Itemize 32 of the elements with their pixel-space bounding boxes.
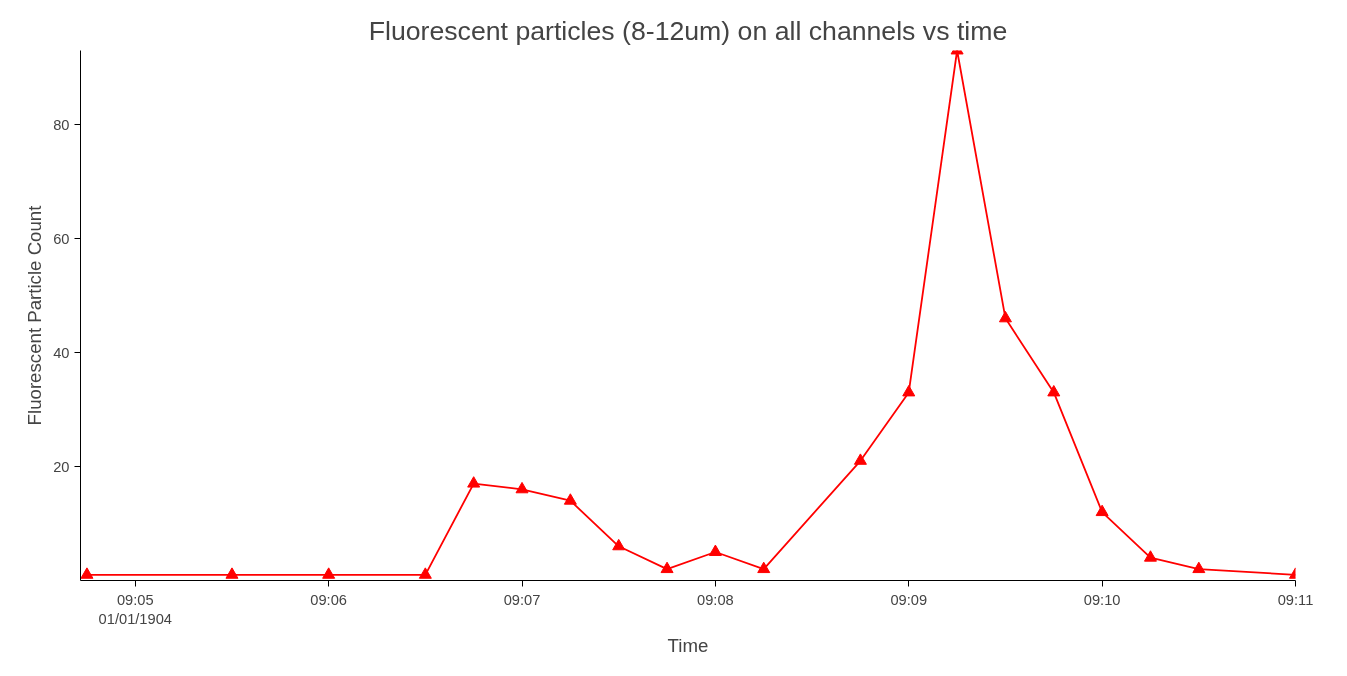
point <box>902 385 916 397</box>
x-tick-label: 09:08 <box>697 591 734 608</box>
point <box>1143 550 1157 562</box>
point <box>225 567 239 579</box>
x-tick-label: 09:09 <box>890 591 928 608</box>
point <box>708 544 722 556</box>
point <box>757 561 771 574</box>
y-tick-label: 60 <box>53 230 70 247</box>
point <box>563 493 577 505</box>
y-tick-label: 20 <box>53 458 70 475</box>
point <box>998 310 1012 323</box>
point <box>322 567 336 579</box>
y-tick-label: 40 <box>53 344 70 361</box>
point <box>80 567 94 579</box>
y-axis-title: Fluorescent Particle Count <box>24 204 46 426</box>
x-tick-label: 09:10 <box>1083 591 1121 608</box>
point <box>515 481 529 494</box>
x-tick-label: 09:06 <box>310 591 348 608</box>
point <box>853 453 867 465</box>
x-tick-label: 09:05 01/01/1904 <box>98 591 172 627</box>
y-tick-label: 80 <box>53 116 70 133</box>
point <box>1095 504 1109 517</box>
chart-title: Fluorescent particles (8-12um) on all channels vs time <box>368 15 1008 46</box>
point <box>660 561 674 574</box>
x-tick-label: 09:07 <box>503 591 541 608</box>
point <box>1192 561 1206 574</box>
point <box>612 538 626 551</box>
point <box>467 476 481 488</box>
point <box>1047 385 1061 397</box>
point <box>418 567 432 579</box>
x-tick-label: 09:11 <box>1277 591 1314 608</box>
x-axis-title: Time <box>667 634 709 656</box>
